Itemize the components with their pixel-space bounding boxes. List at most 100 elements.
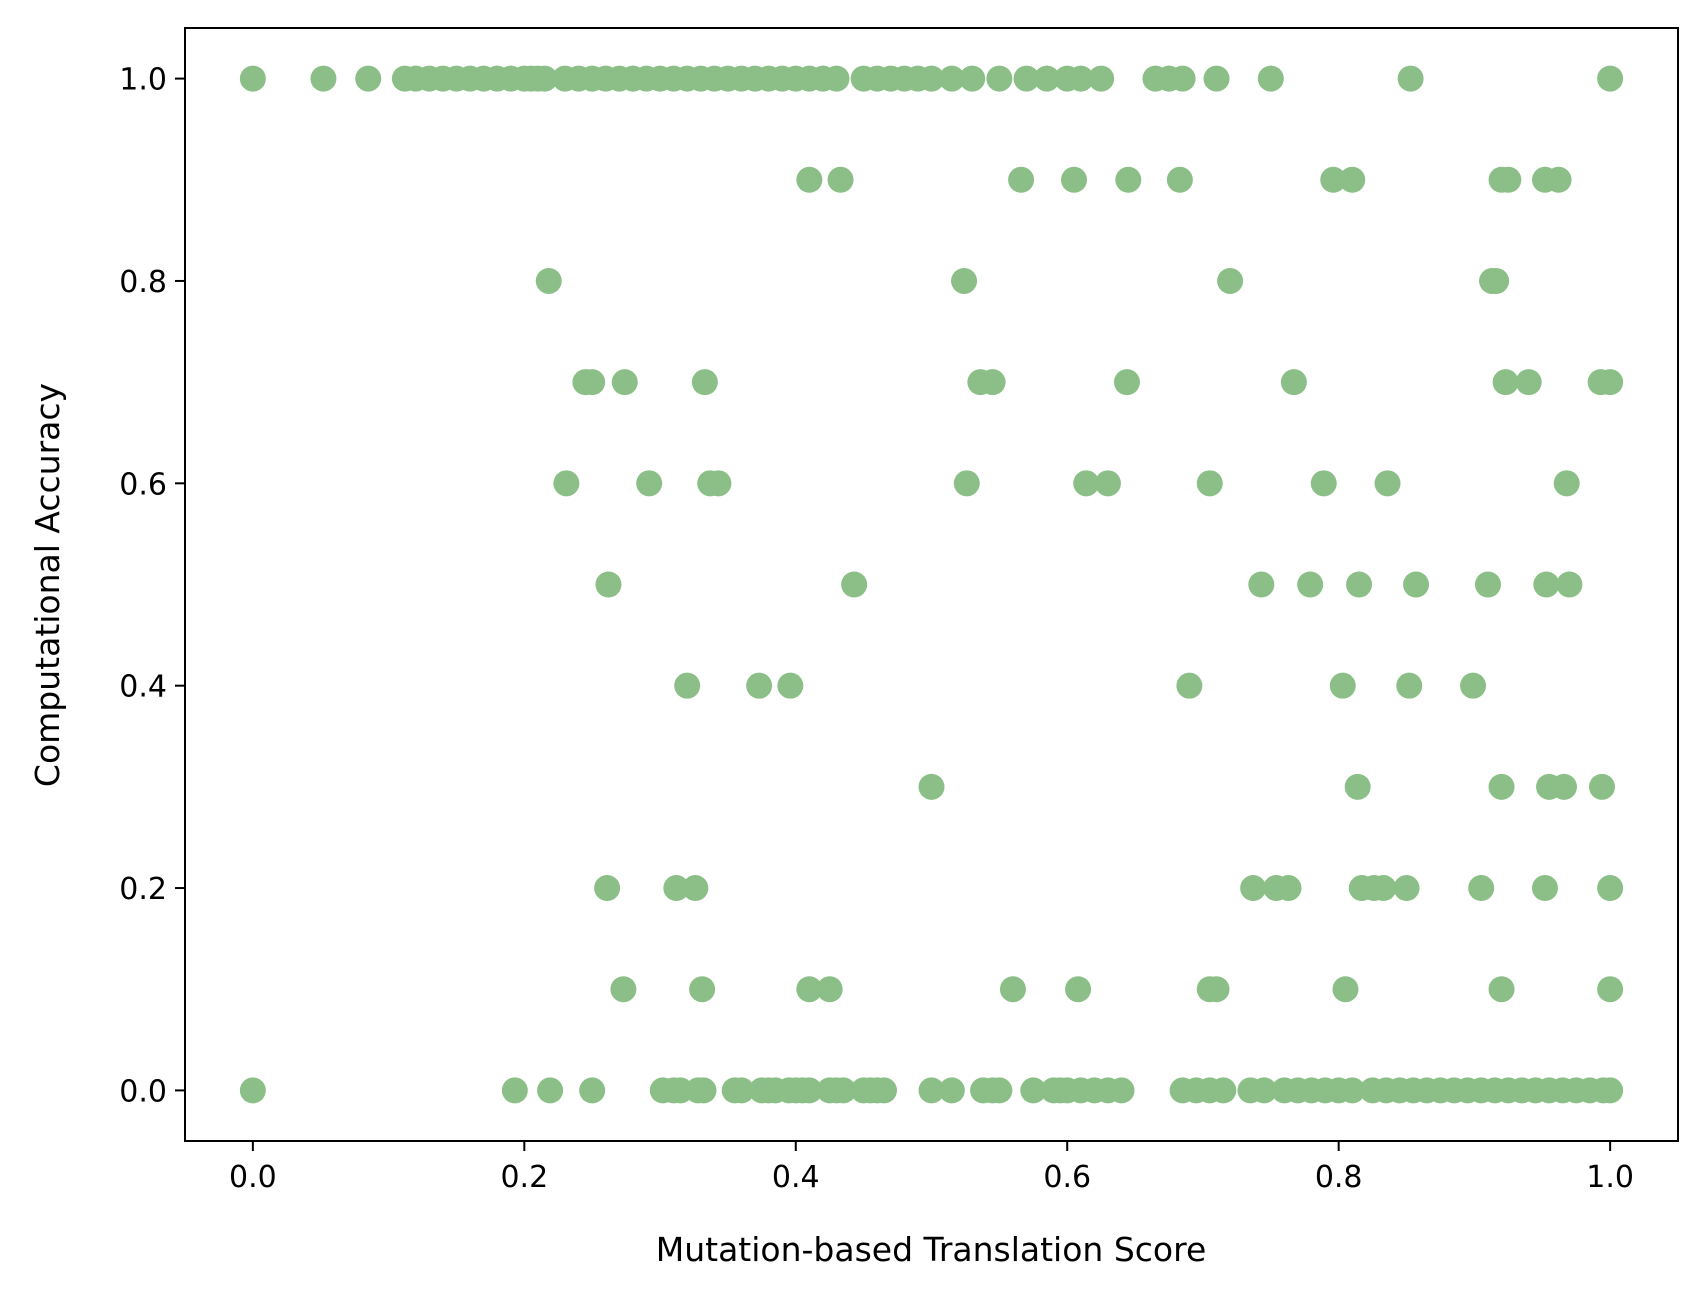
data-point bbox=[239, 1077, 266, 1104]
data-point bbox=[979, 369, 1006, 396]
data-point bbox=[594, 875, 621, 902]
data-point bbox=[1113, 369, 1140, 396]
data-point bbox=[1597, 369, 1624, 396]
data-point bbox=[986, 1077, 1013, 1104]
data-point bbox=[501, 1077, 528, 1104]
data-point bbox=[579, 1077, 606, 1104]
data-point bbox=[827, 166, 854, 193]
data-point bbox=[1094, 470, 1121, 497]
data-point bbox=[1488, 773, 1515, 800]
data-point bbox=[310, 65, 337, 92]
data-point bbox=[1597, 65, 1624, 92]
y-axis-ticks: 0.0 0.2 0.4 0.6 0.8 1.0 bbox=[119, 63, 185, 1109]
data-point bbox=[674, 672, 701, 699]
data-point bbox=[1033, 65, 1060, 92]
data-point bbox=[1257, 65, 1284, 92]
data-points bbox=[239, 65, 1624, 1104]
data-point bbox=[690, 1077, 717, 1104]
data-point bbox=[986, 65, 1013, 92]
data-point bbox=[1339, 166, 1366, 193]
data-point bbox=[777, 672, 804, 699]
data-point bbox=[1483, 267, 1510, 294]
data-point bbox=[1310, 470, 1337, 497]
x-tick-label: 0.8 bbox=[1315, 1160, 1363, 1195]
data-point bbox=[746, 672, 773, 699]
data-point bbox=[355, 65, 382, 92]
plot-frame bbox=[184, 27, 1679, 1142]
data-point bbox=[1108, 1077, 1135, 1104]
data-point bbox=[1013, 65, 1040, 92]
data-point bbox=[1240, 875, 1267, 902]
data-point bbox=[1275, 875, 1302, 902]
data-point bbox=[728, 1077, 755, 1104]
data-point bbox=[610, 976, 637, 1003]
data-point bbox=[705, 470, 732, 497]
data-point bbox=[1065, 976, 1092, 1003]
data-point bbox=[1061, 166, 1088, 193]
data-point bbox=[1280, 369, 1307, 396]
data-point bbox=[1515, 369, 1542, 396]
data-point bbox=[1468, 875, 1495, 902]
data-point bbox=[796, 166, 823, 193]
data-point bbox=[999, 976, 1026, 1003]
data-point bbox=[830, 1077, 857, 1104]
data-point bbox=[1210, 1077, 1237, 1104]
y-axis-label: Computational Accuracy bbox=[28, 383, 67, 787]
data-point bbox=[1474, 571, 1501, 598]
y-tick-label: 0.8 bbox=[119, 265, 167, 300]
data-point bbox=[1495, 166, 1522, 193]
data-point bbox=[959, 65, 986, 92]
data-point bbox=[951, 267, 978, 294]
data-point bbox=[1203, 65, 1230, 92]
data-point bbox=[535, 267, 562, 294]
data-point bbox=[918, 773, 945, 800]
data-point bbox=[1397, 65, 1424, 92]
data-point bbox=[611, 369, 638, 396]
data-point bbox=[1460, 672, 1487, 699]
data-point bbox=[1251, 1077, 1278, 1104]
data-point bbox=[1531, 875, 1558, 902]
data-point bbox=[1320, 166, 1347, 193]
data-point bbox=[938, 1077, 965, 1104]
data-point bbox=[841, 571, 868, 598]
data-point bbox=[1597, 976, 1624, 1003]
data-point bbox=[1196, 470, 1223, 497]
data-point bbox=[1533, 571, 1560, 598]
x-tick-label: 0.2 bbox=[500, 1160, 548, 1195]
data-point bbox=[682, 875, 709, 902]
data-point bbox=[1073, 470, 1100, 497]
data-point bbox=[918, 65, 945, 92]
x-tick-label: 0.0 bbox=[229, 1160, 277, 1195]
data-point bbox=[537, 1077, 564, 1104]
data-point bbox=[1203, 976, 1230, 1003]
data-point bbox=[691, 369, 718, 396]
data-point bbox=[689, 976, 716, 1003]
data-point bbox=[1597, 875, 1624, 902]
data-point bbox=[1339, 1077, 1366, 1104]
data-point bbox=[1545, 166, 1572, 193]
data-point bbox=[796, 1077, 823, 1104]
data-point bbox=[1344, 773, 1371, 800]
data-point bbox=[1553, 470, 1580, 497]
data-point bbox=[1248, 571, 1275, 598]
data-point bbox=[918, 1077, 945, 1104]
y-tick-label: 0.6 bbox=[119, 467, 167, 502]
data-point bbox=[553, 470, 580, 497]
data-point bbox=[1297, 571, 1324, 598]
data-point bbox=[663, 875, 690, 902]
data-point bbox=[1588, 773, 1615, 800]
data-point bbox=[1597, 1077, 1624, 1104]
data-point bbox=[1393, 875, 1420, 902]
x-axis-ticks: 0.0 0.2 0.4 0.6 0.8 1.0 bbox=[229, 1141, 1634, 1195]
data-point bbox=[1176, 672, 1203, 699]
data-point bbox=[1346, 571, 1373, 598]
data-point bbox=[1370, 875, 1397, 902]
data-point bbox=[595, 571, 622, 598]
y-tick-label: 0.2 bbox=[119, 872, 167, 907]
data-point bbox=[1008, 166, 1035, 193]
data-point bbox=[579, 369, 606, 396]
y-tick-label: 1.0 bbox=[119, 63, 167, 98]
data-point bbox=[953, 470, 980, 497]
